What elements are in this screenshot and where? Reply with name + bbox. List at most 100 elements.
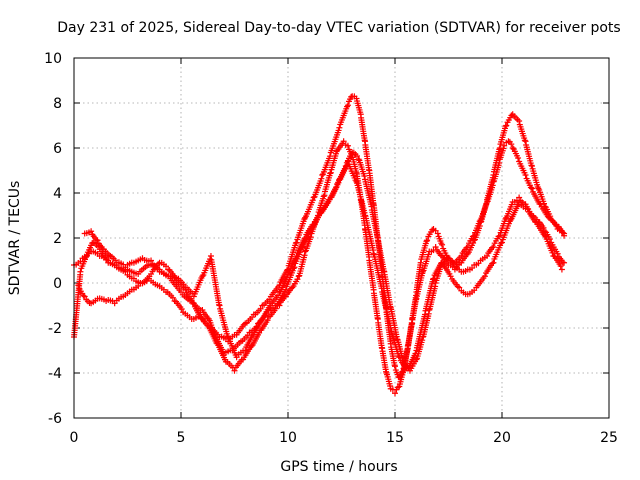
data-point xyxy=(334,147,341,154)
data-point-interp xyxy=(301,236,308,243)
data-point xyxy=(561,230,568,237)
x-tick-label: 20 xyxy=(493,430,511,446)
data-point xyxy=(302,248,309,255)
data-point-interp xyxy=(502,216,509,223)
tick-labels: 0 5 10 15 20 25 -6 -4 -2 0 2 4 6 8 10 xyxy=(44,51,618,446)
data-point-interp xyxy=(425,251,432,258)
data-point-interp xyxy=(508,112,515,119)
data-point xyxy=(404,365,411,372)
data-point-interp xyxy=(429,226,436,233)
data-point xyxy=(293,253,300,259)
data-point xyxy=(197,311,204,318)
data-point xyxy=(148,257,155,264)
data-point xyxy=(524,205,531,212)
data-point xyxy=(561,259,568,266)
data-point-interp xyxy=(294,276,301,283)
data-point xyxy=(537,201,544,208)
data-point-interp xyxy=(515,155,522,162)
data-point-interp xyxy=(344,103,351,110)
data-point-interp xyxy=(327,170,334,177)
data-point-interp xyxy=(103,256,110,263)
x-tick-label: 15 xyxy=(386,430,404,446)
data-point xyxy=(75,282,82,289)
data-point xyxy=(302,235,309,241)
data-point xyxy=(499,239,505,246)
data-point-interp xyxy=(275,292,282,299)
data-point-interp xyxy=(557,262,564,269)
data-point xyxy=(490,259,497,266)
data-point xyxy=(496,232,503,239)
data-point-interp xyxy=(178,305,185,312)
data-point xyxy=(430,275,437,282)
data-point xyxy=(424,237,431,244)
y-tick-label: 4 xyxy=(53,186,62,202)
data-point-interp xyxy=(508,201,515,208)
data-point-interp xyxy=(476,222,483,229)
data-point xyxy=(522,172,529,178)
data-point-interp xyxy=(498,240,505,247)
data-point xyxy=(321,192,328,199)
data-point xyxy=(439,241,446,248)
data-point xyxy=(336,124,343,131)
data-point xyxy=(396,354,403,361)
data-point-interp xyxy=(553,222,560,229)
data-point xyxy=(541,232,548,239)
data-point xyxy=(396,374,403,381)
data-point-interp xyxy=(189,290,196,297)
data-point xyxy=(417,259,424,266)
data-point-interp xyxy=(320,193,327,200)
data-point xyxy=(231,367,238,374)
data-point xyxy=(344,142,351,149)
data-point xyxy=(554,250,561,257)
data-point xyxy=(190,300,197,307)
data-point-interp xyxy=(309,197,316,204)
data-point-interp xyxy=(361,173,368,180)
data-point-interp xyxy=(326,153,333,160)
x-tick-label: 10 xyxy=(279,430,297,446)
data-point xyxy=(496,145,503,151)
y-tick-label: -2 xyxy=(48,321,62,337)
data-point xyxy=(319,172,326,178)
data-point xyxy=(528,185,535,192)
data-point-interp xyxy=(387,382,394,389)
series-track-b xyxy=(71,93,568,381)
data-point-interp xyxy=(469,265,476,272)
data-point xyxy=(501,142,508,149)
data-markers xyxy=(71,93,568,397)
data-point-interp xyxy=(169,294,176,301)
data-point-interp xyxy=(284,274,291,281)
data-point xyxy=(340,138,347,145)
y-tick-label: -6 xyxy=(48,411,62,427)
y-tick-label: 0 xyxy=(53,276,62,292)
data-point xyxy=(233,354,240,361)
y-tick-label: 2 xyxy=(53,231,62,247)
data-point xyxy=(259,316,266,322)
data-point-interp xyxy=(77,258,84,265)
data-point-interp xyxy=(483,200,490,207)
data-point-interp xyxy=(412,350,419,357)
data-point-interp xyxy=(257,305,264,312)
data-point-interp xyxy=(318,175,325,182)
data-point-interp xyxy=(80,292,87,299)
data-point-interp xyxy=(495,233,502,240)
x-axis-label: GPS time / hours xyxy=(280,459,397,475)
data-point xyxy=(490,244,497,250)
series-track-d xyxy=(81,158,565,372)
data-point-interp xyxy=(292,240,299,247)
data-point-interp xyxy=(207,256,214,263)
data-point-interp xyxy=(180,281,187,288)
data-point-interp xyxy=(307,234,314,241)
data-point xyxy=(516,118,523,124)
y-tick-label: 6 xyxy=(53,141,62,157)
data-point-interp xyxy=(450,260,457,267)
data-point xyxy=(216,302,223,309)
data-point xyxy=(528,163,535,169)
data-point-interp xyxy=(489,260,496,267)
data-point xyxy=(81,293,88,300)
data-point xyxy=(77,268,84,275)
x-tick-label: 25 xyxy=(600,430,618,446)
data-point-interp xyxy=(335,127,342,134)
data-point xyxy=(516,199,523,205)
